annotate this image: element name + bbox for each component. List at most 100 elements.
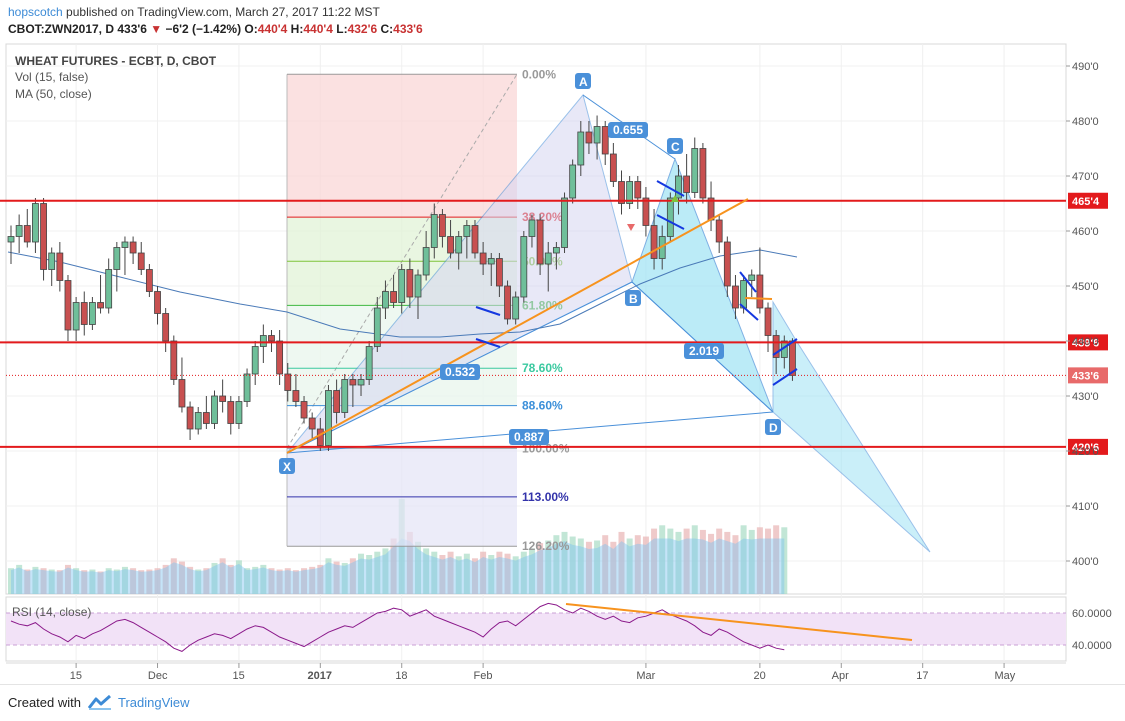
candle-body: [300, 401, 308, 419]
volume-bar: [724, 531, 731, 594]
volume-bar: [309, 566, 316, 594]
volume-bar: [415, 541, 421, 594]
orange-trend-line[interactable]: [286, 198, 749, 454]
rsi-legend[interactable]: RSI (14, close): [12, 605, 91, 619]
candle-body: [32, 203, 39, 243]
ma-legend[interactable]: MA (50, close): [15, 87, 92, 101]
price-tick-label: 400'0: [1072, 556, 1099, 568]
candle-body: [439, 214, 446, 237]
volume-bar: [56, 570, 63, 594]
volume-bar: [113, 569, 120, 594]
volume-bar: [512, 556, 519, 594]
volume-bar: [325, 558, 332, 594]
candle-body: [552, 247, 560, 254]
candle-body: [577, 131, 585, 166]
publish-info: published on TradingView.com, March 27, …: [66, 5, 380, 19]
candle-body: [23, 225, 31, 243]
current-price-label: 433'6: [1072, 370, 1099, 382]
candle-body: [373, 307, 381, 347]
candle-body: [219, 395, 227, 402]
vol-legend[interactable]: Vol (15, false): [15, 70, 88, 84]
candle-body: [536, 219, 544, 265]
volume-bar: [528, 548, 535, 594]
candle-body: [666, 197, 674, 237]
pattern-point-badge[interactable]: [765, 419, 781, 435]
volume-bar: [708, 533, 715, 594]
time-tick-label: 2017: [308, 670, 332, 682]
pattern-point-label: B: [629, 292, 638, 306]
candle-body: [585, 131, 593, 144]
volume-bar: [439, 555, 446, 594]
volume-bar: [121, 566, 128, 594]
candle-body: [593, 126, 601, 144]
candle-body: [235, 401, 243, 424]
price-tick-label: 440'0: [1072, 336, 1099, 348]
candle-body: [455, 236, 463, 254]
username-link[interactable]: hopscotch: [8, 5, 63, 19]
pattern-point-badge[interactable]: [279, 458, 295, 474]
volume-bar: [545, 540, 552, 594]
flag-line: [772, 368, 798, 386]
volume-bar: [32, 566, 39, 594]
rsi-band: [6, 613, 1066, 645]
volume-bar: [97, 571, 104, 594]
low-value: 432'6: [347, 22, 378, 36]
time-tick-label: Mar: [636, 670, 655, 682]
candle-body: [15, 225, 23, 237]
volume-bar: [659, 525, 666, 594]
time-tick-label: Apr: [832, 670, 849, 682]
volume-bar: [577, 538, 584, 594]
volume-bar: [366, 555, 373, 594]
volume-bar: [170, 558, 177, 594]
pattern-point-badge[interactable]: [575, 73, 591, 89]
created-with-label: Created with: [8, 695, 81, 710]
pattern-point-badge[interactable]: [667, 138, 683, 154]
candle-body: [748, 274, 756, 281]
pattern-point-badge[interactable]: [625, 290, 641, 306]
volume-bar: [406, 531, 413, 594]
volume-bar: [268, 568, 275, 594]
price-tick-label: 430'0: [1072, 391, 1099, 403]
symbol-line: CBOT:ZWN2017, D 433'6 ▼ −6'2 (−1.42%) O:…: [8, 22, 423, 36]
time-tick-label: 15: [70, 670, 82, 682]
candle-body: [7, 236, 15, 243]
volume-bar: [740, 525, 747, 594]
candle-body: [699, 148, 707, 199]
tradingview-link[interactable]: TradingView: [118, 695, 190, 710]
candle-body: [89, 302, 96, 325]
candle-body: [325, 390, 332, 446]
candle-body: [430, 214, 438, 248]
rsi-trend-line[interactable]: [565, 603, 913, 641]
volume-bar: [463, 553, 470, 594]
moving-average-line: [7, 249, 798, 338]
candle-body: [64, 280, 72, 331]
candle-body: [382, 291, 389, 309]
candle-body: [764, 307, 772, 336]
candle-body: [618, 181, 625, 204]
volume-bar: [488, 555, 495, 594]
flag-line: [772, 338, 798, 356]
volume-bar: [292, 570, 299, 594]
volume-bar: [480, 551, 487, 594]
candle-body: [365, 346, 373, 380]
chart-area[interactable]: 0.00%38.20%50.00%61.80%78.60%88.60%100.0…: [0, 42, 1125, 684]
volume-bar: [569, 536, 576, 594]
price-tick-label: 470'0: [1072, 171, 1099, 183]
candle-body: [194, 412, 202, 430]
volume-bar: [374, 551, 381, 594]
price-change: −6'2 (−1.42%): [165, 22, 242, 36]
volume-bar: [431, 551, 438, 594]
candle-body: [479, 252, 487, 265]
volume-bar: [64, 564, 71, 594]
up-marker-icon: [671, 195, 679, 202]
candle-body: [113, 247, 121, 270]
candle-body: [105, 269, 113, 309]
candle-body: [504, 285, 511, 320]
candle-body: [463, 225, 471, 237]
open-value: 440'4: [257, 22, 288, 36]
price-tick-label: 450'0: [1072, 281, 1099, 293]
volume-ma-area: [11, 538, 785, 594]
candle-body: [154, 291, 161, 314]
candle-body: [512, 296, 520, 320]
high-label: H:: [290, 22, 304, 36]
